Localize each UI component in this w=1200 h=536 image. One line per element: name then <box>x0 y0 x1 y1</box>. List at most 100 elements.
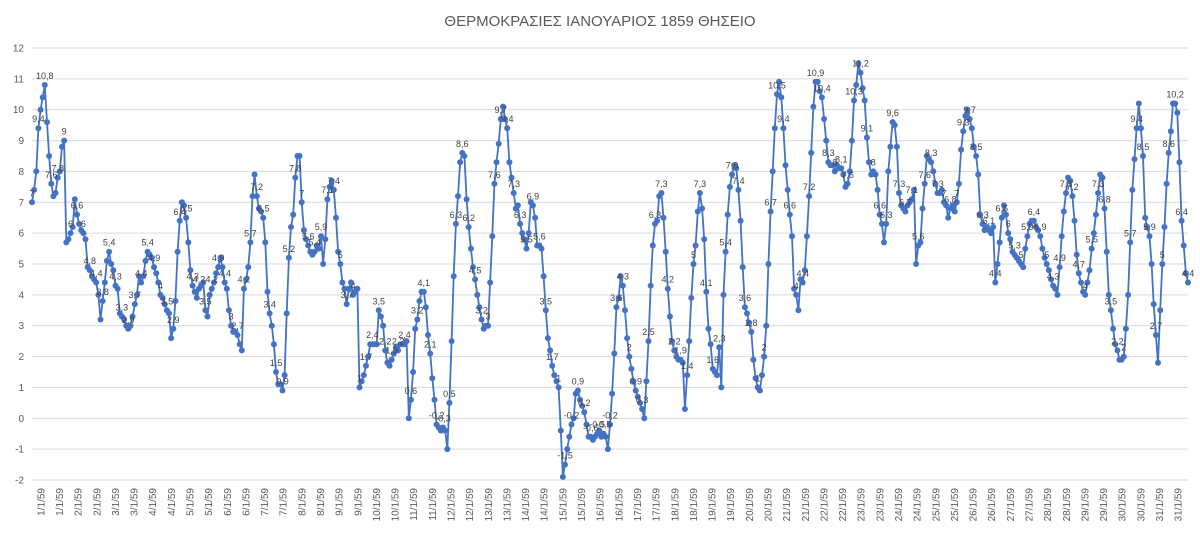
data-point <box>228 322 235 329</box>
data-point <box>403 338 410 345</box>
data-label: 6,3 <box>649 210 662 220</box>
data-point <box>692 242 699 249</box>
data-label: 5 <box>1018 250 1023 260</box>
x-tick-label: 31/1/59 <box>1174 488 1185 522</box>
data-point <box>861 97 868 104</box>
data-point <box>921 180 928 187</box>
data-point <box>1037 233 1044 240</box>
data-point <box>602 433 609 440</box>
data-point <box>840 171 847 178</box>
x-tick-label: 8/1/59 <box>297 488 308 516</box>
data-point <box>626 353 633 360</box>
data-label: 3,6 <box>610 293 623 303</box>
data-point <box>485 322 491 329</box>
data-point <box>420 288 427 295</box>
data-point <box>290 211 297 218</box>
data-point <box>318 233 324 240</box>
data-point <box>579 402 586 409</box>
data-point <box>544 335 551 342</box>
data-label: 10,5 <box>768 80 786 90</box>
data-label: 10,3 <box>845 87 863 97</box>
data-label: 5,4 <box>103 238 116 248</box>
data-point <box>559 473 566 480</box>
data-point <box>891 122 898 129</box>
data-point <box>776 78 783 85</box>
data-point <box>645 338 652 345</box>
data-label: 6,2 <box>462 213 475 223</box>
data-point <box>686 338 693 345</box>
data-label: 7,9 <box>726 161 739 171</box>
data-point <box>407 396 414 403</box>
x-tick-label: 26/1/59 <box>987 488 998 522</box>
data-point <box>1127 239 1134 246</box>
x-tick-label: 6/1/59 <box>223 488 234 516</box>
y-tick-label: 3 <box>18 321 24 332</box>
data-point <box>671 347 678 354</box>
data-label: 2,2 <box>668 336 681 346</box>
data-point <box>363 362 369 369</box>
data-label: 3,2 <box>475 306 488 316</box>
data-point <box>225 307 232 314</box>
data-point <box>829 162 836 169</box>
x-tick-label: 1/1/59 <box>36 488 47 516</box>
x-axis: 1/1/59 1/1/59 2/1/59 2/1/59 3/1/59 3/1/59 4/1/… <box>36 488 1184 522</box>
data-point <box>767 208 774 215</box>
data-point <box>707 341 714 348</box>
data-label: -1,5 <box>557 451 573 461</box>
data-point <box>908 196 915 203</box>
data-point <box>1180 242 1187 249</box>
data-point <box>928 159 935 166</box>
data-point <box>206 291 213 298</box>
data-point <box>998 214 1005 221</box>
data-point <box>288 224 294 230</box>
data-point <box>938 186 945 193</box>
data-label: 5,7 <box>244 228 257 238</box>
data-point <box>1071 217 1078 224</box>
data-label: 7,2 <box>803 182 816 192</box>
data-point <box>489 233 496 240</box>
data-point <box>386 362 393 369</box>
data-label: 10,8 <box>36 71 54 81</box>
data-point <box>532 214 539 221</box>
data-label: 6,6 <box>71 201 84 211</box>
data-point <box>448 338 455 345</box>
data-point <box>273 369 279 375</box>
data-label: 4,9 <box>148 253 161 263</box>
data-point <box>540 273 547 280</box>
data-point <box>810 103 817 110</box>
data-label: 7,4 <box>732 176 745 186</box>
data-point <box>639 406 646 412</box>
data-point <box>816 88 823 95</box>
data-point <box>1144 224 1151 230</box>
x-tick-label: 28/1/59 <box>1062 488 1073 522</box>
data-point <box>215 264 222 271</box>
data-point <box>249 193 256 200</box>
data-point <box>467 245 474 252</box>
data-point <box>1075 270 1082 277</box>
x-tick-label: 5/1/59 <box>204 488 215 516</box>
data-point <box>1146 233 1153 240</box>
data-label: 7,3 <box>655 179 668 189</box>
x-tick-label: 3/1/59 <box>111 488 122 516</box>
data-point <box>86 267 93 274</box>
data-point <box>292 174 299 181</box>
data-point <box>649 242 656 249</box>
data-point <box>422 304 429 311</box>
data-point <box>127 322 134 329</box>
data-label: 5,6 <box>302 232 315 242</box>
data-label: 3,5 <box>1105 296 1118 306</box>
data-point <box>521 236 528 243</box>
data-point <box>1043 261 1050 267</box>
data-point <box>491 180 498 187</box>
data-point <box>739 264 746 271</box>
y-tick-label: 1 <box>18 383 24 394</box>
data-point <box>1174 109 1181 116</box>
data-point <box>885 168 892 175</box>
data-point <box>416 298 423 304</box>
data-point <box>881 239 887 246</box>
y-tick-label: 2 <box>18 352 24 363</box>
data-point <box>782 162 789 169</box>
data-label: 0,6 <box>405 386 418 396</box>
data-point <box>733 165 740 172</box>
data-point <box>778 94 785 101</box>
